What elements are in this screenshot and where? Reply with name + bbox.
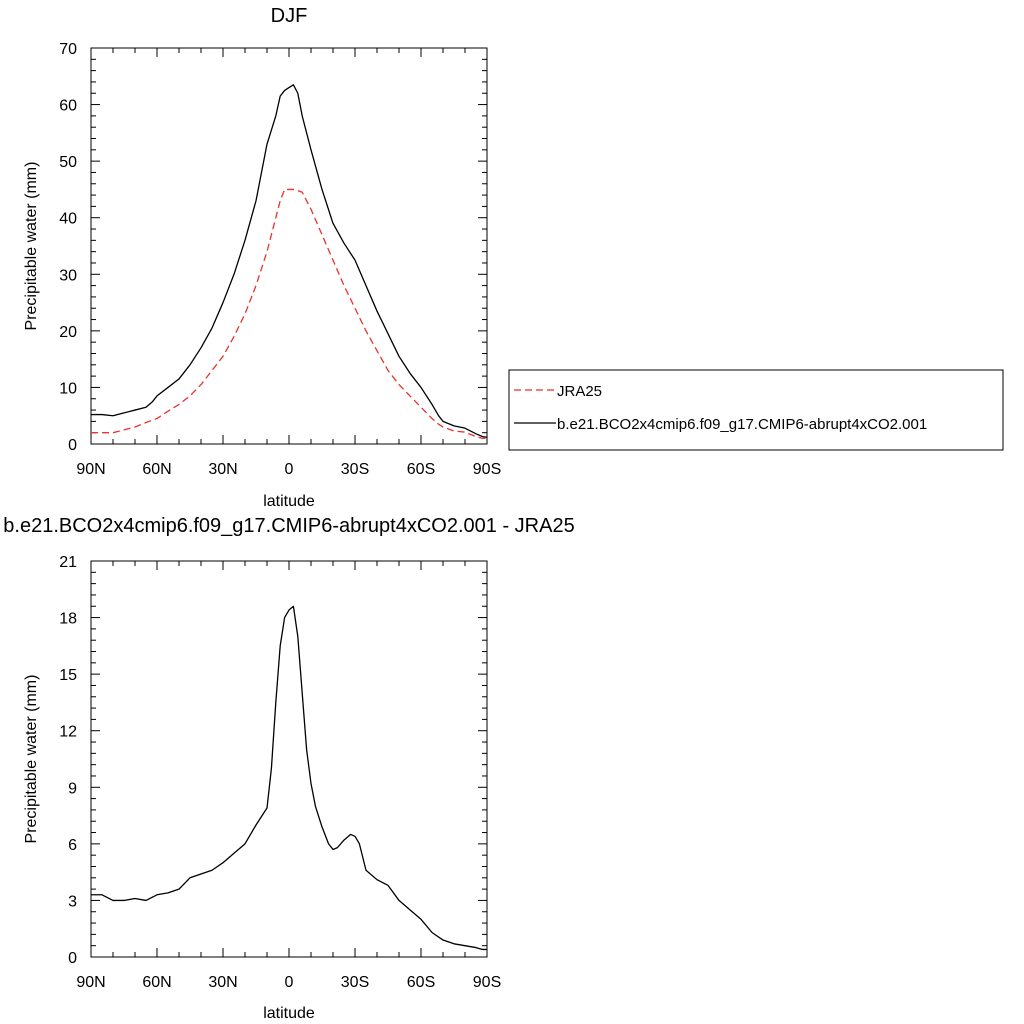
y-tick-label: 18 — [59, 611, 77, 628]
y-tick-label: 70 — [59, 41, 77, 58]
chart-title: b.e21.BCO2x4cmip6.f09_g17.CMIP6-abrupt4x… — [3, 515, 574, 537]
plot-frame — [90, 47, 488, 445]
panel-djf: DJF Precipitable water (mm) latitude 90N… — [23, 5, 501, 510]
x-tick-label: 30S — [341, 461, 369, 478]
y-tick-label: 0 — [68, 950, 77, 967]
series-line-b-e21-bco2x4cmip6-f09-g17-cmip6-abrupt4xco2-001 — [91, 84, 488, 438]
y-tick-label: 10 — [59, 380, 77, 397]
y-tick-label: 15 — [59, 667, 77, 684]
y-tick-label: 9 — [68, 780, 77, 797]
x-axis-label: latitude — [263, 1005, 315, 1022]
axis-ticks: 90N 60N 30N 0 30S 60S 90S 0 3 6 9 12 15 18 21 — [59, 554, 501, 991]
series-lines — [91, 84, 488, 439]
legend: JRA25 b.e21.BCO2x4cmip6.f09_g17.CMIP6-ab… — [508, 369, 1004, 451]
x-tick-label: 90S — [473, 974, 501, 991]
y-tick-label: 30 — [59, 267, 77, 284]
y-tick-label: 50 — [59, 154, 77, 171]
axis-ticks: 90N 60N 30N 0 30S 60S 90S 0 10 20 30 40 50 60 70 — [59, 41, 501, 478]
y-tick-label: 60 — [59, 98, 77, 115]
y-tick-label: 6 — [68, 837, 77, 854]
y-axis-label: Precipitable water (mm) — [23, 162, 40, 331]
x-tick-label: 90S — [473, 461, 501, 478]
y-tick-label: 0 — [68, 437, 77, 454]
series-line-jra25 — [91, 188, 487, 439]
y-tick-label: 20 — [59, 324, 77, 341]
x-axis-label: latitude — [263, 493, 315, 510]
legend-box — [508, 369, 1004, 451]
legend-label-jra25: JRA25 — [557, 383, 602, 400]
legend-label-model: b.e21.BCO2x4cmip6.f09_g17.CMIP6-abrupt4x… — [557, 416, 927, 433]
x-tick-label: 30N — [208, 974, 237, 991]
x-tick-label: 30N — [208, 461, 237, 478]
x-tick-label: 30S — [341, 974, 369, 991]
x-tick-label: 60N — [142, 461, 171, 478]
x-tick-label: 90N — [76, 461, 105, 478]
y-tick-label: 21 — [59, 554, 77, 571]
x-tick-label: 60S — [407, 974, 435, 991]
x-tick-label: 60S — [407, 461, 435, 478]
x-tick-label: 60N — [142, 974, 171, 991]
y-tick-label: 3 — [68, 893, 77, 910]
y-tick-label: 40 — [59, 211, 77, 228]
x-tick-label: 0 — [285, 461, 294, 478]
chart-title: DJF — [271, 5, 308, 27]
y-tick-label: 12 — [59, 724, 77, 741]
y-axis-label: Precipitable water (mm) — [23, 675, 40, 844]
x-tick-label: 0 — [285, 974, 294, 991]
series-line-difference — [91, 605, 487, 951]
panel-difference: b.e21.BCO2x4cmip6.f09_g17.CMIP6-abrupt4x… — [3, 515, 574, 1022]
series-lines — [91, 605, 487, 951]
x-tick-label: 90N — [76, 974, 105, 991]
